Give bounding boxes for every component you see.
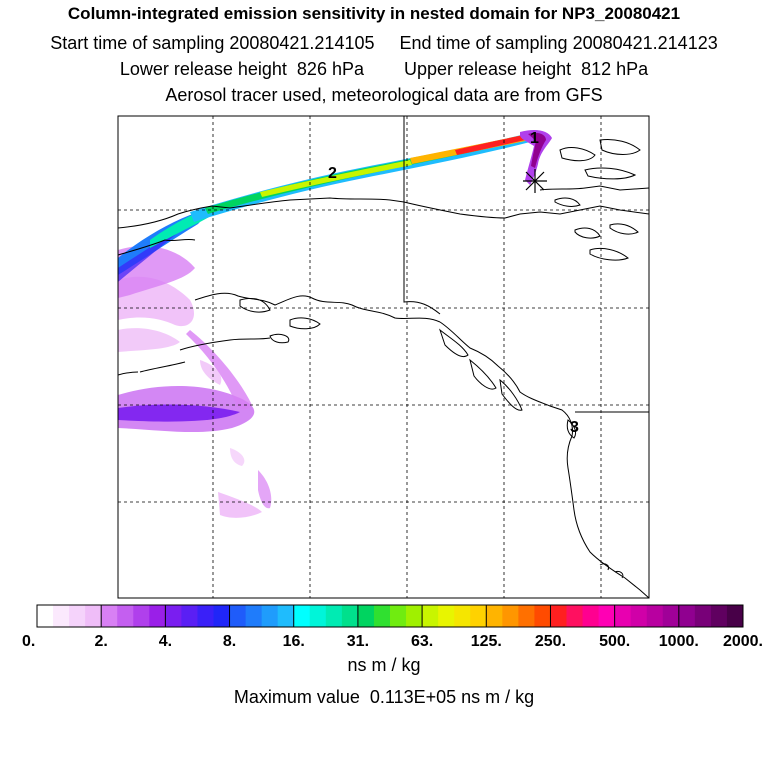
colorbar-cell [566, 605, 584, 627]
colorbar-tick-label: 0. [22, 633, 35, 650]
colorbar-cell [357, 605, 375, 627]
colorbar-cell [245, 605, 263, 627]
trajectory-marker-1: 1 [530, 130, 539, 147]
colorbar-cell [726, 605, 744, 627]
colorbar-cell [341, 605, 359, 627]
borders [403, 116, 649, 413]
colorbar-cell [582, 605, 600, 627]
colorbar-cell [390, 605, 407, 627]
colorbar-cell [69, 605, 86, 627]
colorbar-tick-label: 125. [471, 633, 502, 650]
colorbar-cell [630, 605, 648, 627]
colorbar-cell [678, 605, 696, 627]
colorbar-tick-label: 4. [159, 633, 172, 650]
colorbar-cell [422, 605, 439, 627]
maximum-value-label: Maximum value 0.113E+05 ns m / kg [233, 687, 535, 707]
colorbar-cell [694, 605, 712, 627]
colorbar-cell [117, 605, 134, 627]
plot-title: Column-integrated emission sensitivity i… [67, 4, 681, 23]
colorbar: 0. 2. 4. 8. 16. 31. 63. 125. 250. 500. 1000. 2000. [22, 604, 763, 650]
colorbar-tick-labels: 0. 2. 4. 8. 16. 31. 63. 125. 250. 500. 1000. 2000. [22, 633, 763, 650]
colorbar-cell [438, 605, 455, 627]
sampling-time-line: Start time of sampling 20080421.214105 E… [50, 33, 718, 53]
release-height-line: Lower release height 826 hPa Upper relea… [119, 59, 649, 79]
colorbar-tick-label: 1000. [659, 633, 699, 650]
plume-low-sensitivity [118, 246, 272, 518]
graticule [118, 116, 649, 598]
colorbar-cell [486, 605, 503, 627]
colorbar-cell [646, 605, 664, 627]
release-location-asterisk [523, 169, 547, 193]
colorbar-cell [406, 605, 423, 627]
colorbar-cell [325, 605, 343, 627]
colorbar-units-label: ns m / kg [347, 655, 421, 675]
colorbar-tick-label: 63. [411, 633, 433, 650]
colorbar-cell [149, 605, 166, 627]
colorbar-frame [36, 604, 744, 628]
colorbar-cell [229, 605, 247, 627]
colorbar-cell [37, 605, 54, 627]
colorbar-tick-label: 8. [223, 633, 236, 650]
colorbar-tick-label: 31. [347, 633, 369, 650]
colorbar-cell [181, 605, 198, 627]
colorbar-cell [502, 605, 519, 627]
colorbar-cell [85, 605, 102, 627]
map-frame [117, 115, 650, 599]
colorbar-cell [598, 605, 616, 627]
trajectory-marker-2: 2 [328, 165, 337, 182]
colorbar-cell [309, 605, 327, 627]
colorbar-tick-label: 500. [599, 633, 630, 650]
colorbar-cell [277, 605, 295, 627]
colorbar-cell [662, 605, 680, 627]
colorbar-tick-label: 2. [95, 633, 108, 650]
colorbar-cells [36, 605, 744, 627]
colorbar-cell [53, 605, 70, 627]
colorbar-cell [614, 605, 632, 627]
colorbar-cell [197, 605, 214, 627]
colorbar-cell [518, 605, 535, 627]
colorbar-tick-label: 2000. [723, 633, 763, 650]
tracer-info-line: Aerosol tracer used, meteorological data… [165, 85, 603, 105]
colorbar-cell [213, 605, 231, 627]
colorbar-cell [133, 605, 150, 627]
colorbar-cell [293, 605, 311, 627]
colorbar-tick-label: 250. [535, 633, 566, 650]
colorbar-cell [550, 605, 567, 627]
colorbar-cell [373, 605, 391, 627]
colorbar-tick-label: 16. [283, 633, 305, 650]
colorbar-cell [470, 605, 487, 627]
plume-high-sensitivity [190, 130, 552, 222]
colorbar-cell [261, 605, 279, 627]
colorbar-cell [101, 605, 118, 627]
colorbar-cell [165, 605, 182, 627]
colorbar-cell [454, 605, 471, 627]
colorbar-cell [710, 605, 728, 627]
coastlines [118, 139, 649, 598]
colorbar-cell [534, 605, 551, 627]
trajectory-marker-3: 3 [570, 419, 579, 436]
